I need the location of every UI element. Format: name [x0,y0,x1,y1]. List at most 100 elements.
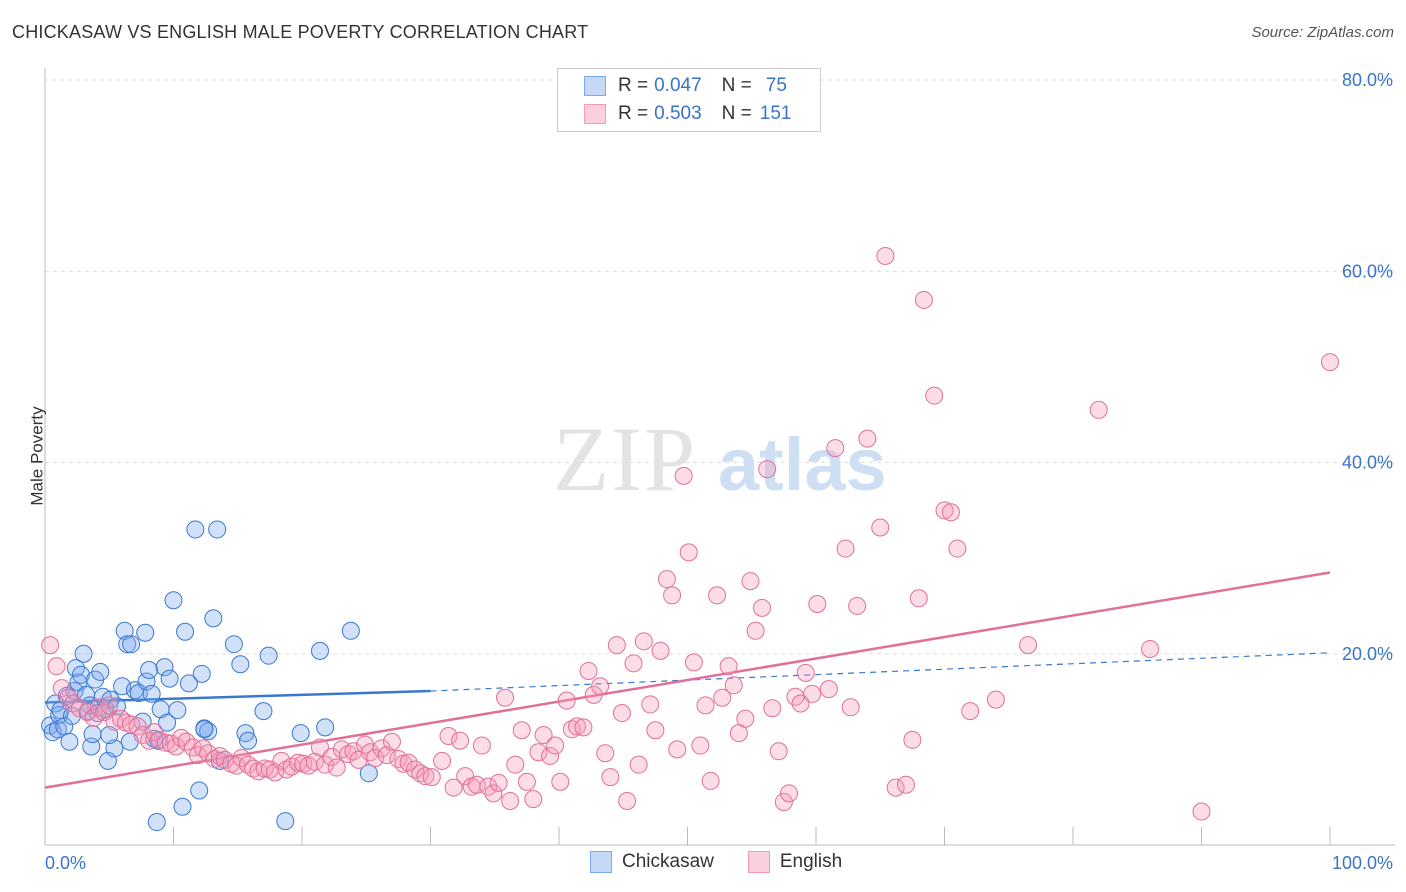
data-point-english [986,690,1005,709]
data-point-chickasaw [291,724,310,743]
data-point-english [489,773,508,792]
data-point-english [935,501,954,520]
data-point-english [394,754,413,773]
data-point-english [708,586,727,605]
data-point-english [657,570,676,589]
legend-swatch-english [747,851,770,873]
legend-n-value: 75 [765,75,787,96]
data-point-english [416,767,435,786]
data-point-chickasaw [208,520,227,539]
data-point-english [612,704,631,723]
data-point-english [232,748,251,767]
data-point-english [84,708,103,727]
data-point-english [574,718,593,737]
data-point-chickasaw [168,701,187,720]
data-point-chickasaw [147,813,166,832]
data-point-english [389,749,408,768]
tick-labels: 20.0% 40.0% 60.0% 80.0% 0.0% 100.0% [45,70,1393,873]
data-point-english [524,790,543,809]
legend-n-value: 151 [759,103,792,124]
data-point-chickasaw [195,720,214,739]
data-point-chickasaw [43,723,62,742]
data-points [41,246,1339,832]
legend-item-english[interactable]: English [747,851,842,873]
data-point-chickasaw [91,662,110,681]
data-point-english [1321,353,1339,372]
data-point-english [451,731,470,750]
data-point-english [896,775,915,794]
data-point-english [624,654,643,673]
chart-title: CHICKASAW VS ENGLISH MALE POVERTY CORREL… [12,22,589,42]
data-point-chickasaw [179,674,198,693]
data-point-chickasaw [204,609,223,628]
data-point-chickasaw [186,520,205,539]
data-point-english [529,743,548,762]
data-point-english [663,586,682,605]
legend-swatch-chickasaw [590,851,612,873]
data-point-english [399,753,418,772]
data-point-chickasaw [142,684,161,703]
data-point-english [501,792,520,811]
legend-item-chickasaw[interactable]: Chickasaw [590,851,714,873]
data-point-chickasaw [341,621,360,640]
data-point-english [382,732,401,751]
data-point-english [506,755,525,774]
data-point-english [277,760,296,779]
data-point-english [601,768,620,787]
data-point-english [266,763,285,782]
data-point-english [858,429,877,448]
y-tick-label: 40.0% [1342,453,1393,473]
data-point-english [808,595,827,614]
data-point-english [541,747,560,766]
legend-r-value: 0.047 [654,75,702,96]
data-point-english [684,653,703,672]
data-point-english [641,695,660,714]
data-point-english [339,745,358,764]
data-point-chickasaw [83,725,102,744]
data-point-english [422,768,441,787]
data-point-english [1089,400,1108,419]
grid-lines [45,79,1395,655]
watermark-atlas: atlas [718,423,887,506]
series-legend: Chickasaw English [590,851,876,873]
data-point-english [803,684,822,703]
legend-r-value: 0.503 [654,103,702,124]
data-point-english [439,726,458,745]
data-point-english [836,539,855,558]
data-point-english [696,696,715,715]
data-point-chickasaw [164,591,183,610]
data-point-chickasaw [239,731,258,750]
data-point-english [819,680,838,699]
data-point-english [467,775,486,794]
data-point-english [724,676,743,695]
data-point-english [691,736,710,755]
data-point-chickasaw [100,726,119,745]
data-point-english [100,696,119,715]
data-point-english [909,589,928,608]
data-point-chickasaw [224,635,243,654]
data-point-english [161,734,180,753]
data-point-english [791,694,810,713]
y-tick-label: 20.0% [1342,644,1393,664]
data-point-english [1141,639,1160,658]
source-label: Source: ZipAtlas.com [1251,24,1394,41]
data-point-english [472,736,491,755]
data-point-english [826,439,845,458]
data-point-english [517,772,536,791]
data-point-chickasaw [118,635,137,654]
data-point-chickasaw [122,635,141,654]
y-axis-label: Male Poverty [27,406,47,506]
data-point-english [557,691,576,710]
data-point-english [534,726,553,745]
y-tick-label: 80.0% [1342,70,1393,90]
data-point-english [841,698,860,717]
data-point-chickasaw [310,641,329,660]
legend-n-label: N = [721,103,752,124]
data-point-chickasaw [316,718,335,737]
data-point-english [444,778,463,797]
data-point-english [651,641,670,660]
data-point-english [769,742,788,761]
x-tick-label: 100.0% [1332,853,1393,873]
data-point-english [327,758,346,777]
data-point-chickasaw [71,665,90,684]
